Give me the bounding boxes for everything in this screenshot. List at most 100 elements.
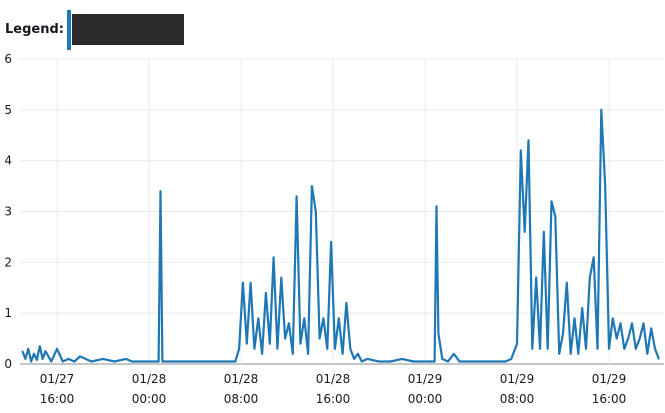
data-point — [41, 358, 44, 360]
data-point — [554, 215, 557, 218]
x-tick-label-time: 16:00 — [316, 392, 351, 406]
data-point — [401, 358, 403, 360]
data-point — [619, 322, 622, 325]
data-point — [543, 231, 545, 233]
data-point — [246, 342, 248, 345]
x-tick-label-date: 01/28 — [132, 372, 167, 386]
data-point — [353, 358, 355, 360]
data-point — [447, 360, 449, 363]
data-point — [269, 342, 271, 345]
data-point — [504, 360, 507, 363]
data-point — [102, 358, 104, 360]
x-tick-label-time: 16:00 — [40, 392, 75, 406]
y-tick-label: 4 — [4, 154, 12, 168]
data-point — [276, 348, 279, 350]
data-point — [562, 332, 564, 335]
data-point — [272, 256, 275, 259]
data-point — [30, 360, 32, 363]
x-tick-label-date: 01/27 — [40, 372, 75, 386]
data-point — [194, 360, 196, 363]
data-point — [531, 348, 534, 350]
data-point — [62, 360, 64, 363]
data-point — [322, 317, 325, 320]
data-point — [623, 348, 626, 350]
data-point — [424, 360, 426, 363]
y-tick-label: 6 — [4, 52, 12, 66]
data-point — [261, 353, 263, 355]
series-group — [21, 108, 660, 363]
data-point — [441, 358, 444, 360]
data-point — [182, 360, 185, 363]
data-point — [157, 360, 160, 363]
x-tick-label-time: 08:00 — [224, 392, 259, 406]
data-point — [249, 281, 252, 284]
data-point — [131, 360, 133, 363]
data-point — [569, 353, 572, 355]
data-point — [338, 317, 340, 320]
data-point — [412, 360, 415, 363]
data-point — [280, 276, 283, 279]
data-point — [654, 348, 656, 350]
data-point — [470, 360, 472, 363]
data-point — [265, 292, 267, 294]
data-point — [366, 358, 369, 360]
y-tick-label: 2 — [4, 255, 12, 269]
x-tick-label-time: 08:00 — [500, 392, 535, 406]
data-point — [292, 353, 294, 355]
data-point — [67, 358, 70, 360]
data-point — [288, 322, 290, 325]
y-tick-label: 5 — [4, 103, 12, 117]
data-point — [516, 342, 518, 345]
data-point — [573, 317, 576, 320]
x-tick-label-time: 00:00 — [132, 392, 167, 406]
legend-series-entry-redacted[interactable] — [72, 14, 184, 45]
y-axis: 0 1 2 3 4 5 6 — [4, 52, 12, 371]
data-point — [253, 348, 256, 350]
data-point — [326, 348, 329, 350]
x-tick-label-date: 01/28 — [316, 372, 351, 386]
data-point — [90, 360, 93, 363]
legend-series-swatch — [67, 10, 71, 50]
data-point — [171, 360, 173, 363]
data-point — [608, 348, 610, 350]
data-point — [161, 360, 164, 363]
data-point — [24, 358, 27, 360]
data-point — [600, 109, 603, 111]
data-point — [148, 360, 150, 363]
grid — [20, 58, 664, 365]
data-point — [284, 337, 286, 340]
data-point — [27, 348, 30, 350]
data-point — [228, 360, 231, 363]
data-point — [453, 353, 455, 355]
legend-label: Legend: — [5, 22, 64, 37]
x-tick-label-date: 01/28 — [224, 372, 259, 386]
data-point — [334, 348, 336, 350]
data-point — [585, 348, 587, 350]
data-point — [295, 195, 298, 198]
data-point — [638, 337, 641, 340]
data-point — [238, 348, 240, 350]
x-tick-label-time: 00:00 — [408, 392, 443, 406]
data-point — [389, 360, 392, 363]
data-point — [234, 360, 237, 363]
data-point — [125, 358, 127, 360]
data-point — [646, 353, 649, 355]
data-point — [159, 190, 162, 192]
data-point — [349, 348, 352, 350]
data-point — [558, 353, 560, 355]
data-point — [311, 185, 313, 187]
data-point — [50, 360, 53, 363]
data-point — [73, 360, 76, 363]
data-point — [539, 348, 541, 350]
data-point — [612, 317, 614, 320]
y-tick-label: 3 — [4, 205, 12, 219]
data-point — [546, 348, 549, 350]
data-point — [437, 332, 440, 335]
data-point — [56, 348, 58, 350]
data-point — [535, 276, 537, 279]
data-point — [435, 205, 438, 208]
data-point — [39, 345, 41, 348]
x-tick-label-date: 01/29 — [500, 372, 535, 386]
data-point — [79, 355, 81, 358]
